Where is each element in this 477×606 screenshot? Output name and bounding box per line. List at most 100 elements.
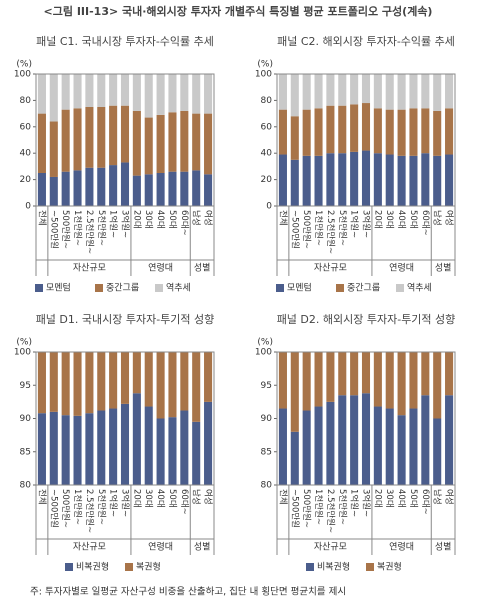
x-tick-label: 30대 [384,489,394,508]
bar-segment [192,113,201,171]
bar-segment [302,74,311,110]
bar-segment [168,112,177,172]
bar-segment [361,74,371,104]
bar-segment [73,170,82,206]
y-tick-label: 100 [255,70,272,80]
bar-segment [180,352,189,411]
bar-segment [278,408,287,485]
bar-segment [132,393,141,485]
x-tick-label: 20대 [131,210,141,229]
bar-segment [192,170,201,206]
bar-segment [120,162,130,206]
y-tick-label: 80 [20,96,32,106]
bar-segment [302,109,311,156]
bar-segment [156,352,165,419]
bar-segment [192,352,201,422]
bar-segment [361,150,371,206]
x-tick-label: 50대 [167,489,177,508]
x-tick-label: 500만원~ [60,489,70,528]
x-tick-label: 여성 [203,489,214,505]
bar-segment [73,415,82,485]
plot-frame [276,73,456,207]
bar-segment [361,352,371,394]
bar-segment [278,352,287,409]
y-tick-label: 80 [261,96,273,106]
x-tick-label: 50대 [167,210,177,229]
bar-segment [109,408,118,485]
x-tick-label: 500만원~ [60,210,70,249]
bar-segment [350,395,359,485]
bar-segment [373,352,382,407]
bar-segment [278,109,287,155]
bar-segment [433,155,442,206]
bar-segment [397,155,406,206]
group-label: 연령대 [389,262,414,274]
y-tick-label: 20 [261,175,273,185]
bar-segment [361,393,371,485]
x-tick-label: 5천만원~ [96,210,107,246]
bar-segment [180,410,189,485]
x-tick-label: 1억원~ [349,489,360,517]
group-label: 연령대 [389,541,414,553]
unit-label: (%) [16,60,32,70]
bar-segment [180,171,189,206]
bar-segment [302,410,311,485]
bar-segment [37,413,46,485]
x-tick-label: 남성 [432,210,442,226]
bar-segment [373,406,382,485]
x-tick-label: 남성 [191,210,201,226]
bar-segment [73,352,82,416]
legend-swatch [336,284,344,292]
x-tick-label: 500만원~ [301,489,311,528]
bar-segment [204,174,213,206]
bar-segment [421,153,430,206]
bar-segment [97,74,106,107]
bar-segment [302,155,311,206]
x-tick-label: 2.5천만원~ [84,210,95,254]
bar-segment [109,105,118,166]
x-tick-label: 남성 [432,489,442,505]
bar-segment [204,74,213,114]
bar-segment [156,173,165,206]
x-tick-label: 2.5천만원~ [84,489,95,533]
bar-segment [156,418,165,485]
legend-label: 비복권형 [76,561,109,573]
bar-segment [361,103,371,151]
bar-segment [144,352,153,407]
y-tick-label: 95 [261,381,272,391]
x-tick-label: 30대 [143,210,153,229]
bar-segment [290,431,299,485]
legend-swatch [276,284,284,292]
x-tick-label: ~500만원 [289,210,299,249]
bar-segment [61,109,70,172]
x-tick-label: 60대~ [420,489,430,515]
legend-swatch [366,563,374,571]
bar-segment [61,415,70,485]
bar-segment [204,352,213,402]
bar-segment [338,395,347,485]
bar-segment [49,176,58,206]
bar-segment [326,352,335,402]
x-tick-label: 30대 [143,489,153,508]
x-tick-label: 3억원~ [361,210,372,238]
bar-segment [37,113,46,173]
bar-segment [314,155,323,206]
y-tick-label: 95 [20,381,31,391]
x-tick-label: 남성 [191,489,201,505]
y-tick-label: 80 [261,481,273,491]
bar-segment [132,74,141,111]
bar-segment [421,352,430,396]
group-label: 성별 [435,542,452,553]
bar-segment [326,105,335,154]
bar-segment [350,104,359,152]
bar-segment [49,74,58,122]
bar-segment [290,159,299,206]
group-label: 성별 [194,263,211,274]
y-tick-label: 0 [25,202,31,212]
bar-segment [85,413,94,485]
bar-segment [61,74,70,110]
bar-segment [168,171,177,206]
bar-segment [120,403,130,485]
bar-segment [385,154,394,206]
